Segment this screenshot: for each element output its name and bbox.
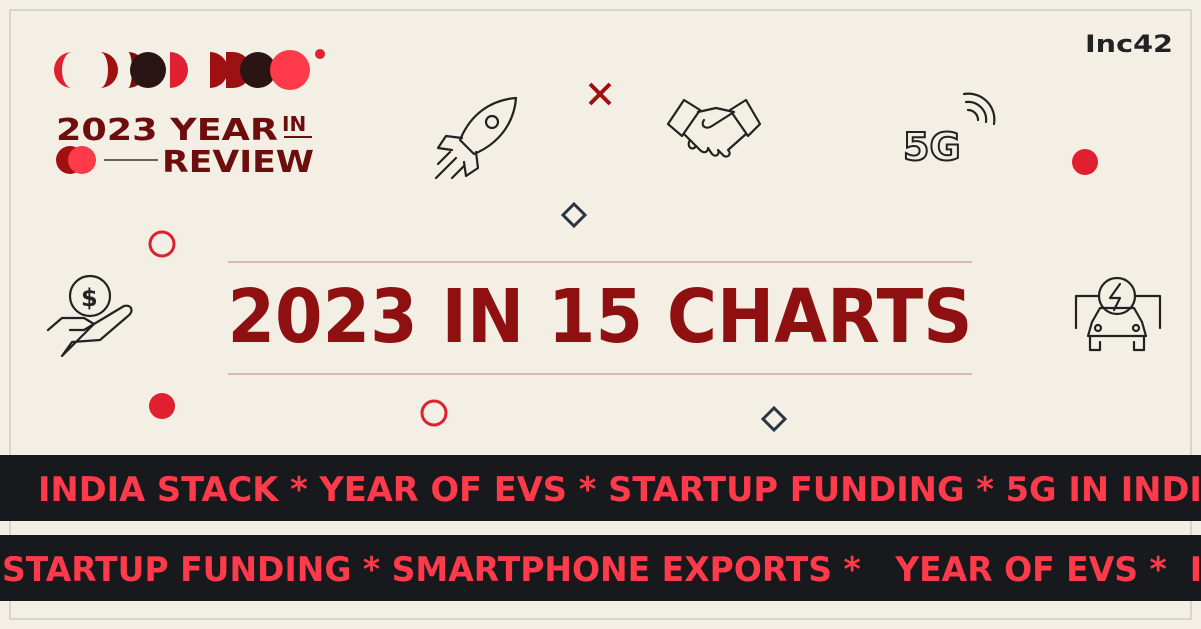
badge-line1: 2023 YEAR: [56, 113, 278, 148]
tickers: INDIA STACK * YEAR OF EVS * STARTUP FUND…: [0, 455, 1201, 601]
badge-dot: [68, 146, 96, 174]
frame: [9, 9, 1192, 620]
rocket-icon: [434, 96, 518, 180]
decorations: [148, 82, 1098, 433]
ticker-text: STARTUP FUNDING * SMARTPHONE EXPORTS * Y…: [2, 550, 1201, 590]
ticker-text: INDIA STACK * YEAR OF EVS * STARTUP FUND…: [38, 470, 1201, 510]
badge-suffix: IN: [282, 112, 306, 136]
five-g-icon: 5G: [902, 92, 996, 170]
ev-icon: [1074, 276, 1162, 352]
moon-row: [54, 49, 325, 90]
main-title: 2023 IN 15 CHARTS: [228, 274, 973, 360]
brand-logo: Inc42: [1085, 30, 1173, 58]
handshake-icon: [666, 98, 762, 158]
badge-line2: REVIEW: [162, 145, 314, 180]
ticker-band: [0, 455, 1201, 521]
money-hand-icon: $: [46, 274, 133, 358]
five-g-label: 5G: [903, 125, 961, 169]
ticker-band: [0, 535, 1201, 601]
svg-text:$: $: [81, 284, 98, 312]
